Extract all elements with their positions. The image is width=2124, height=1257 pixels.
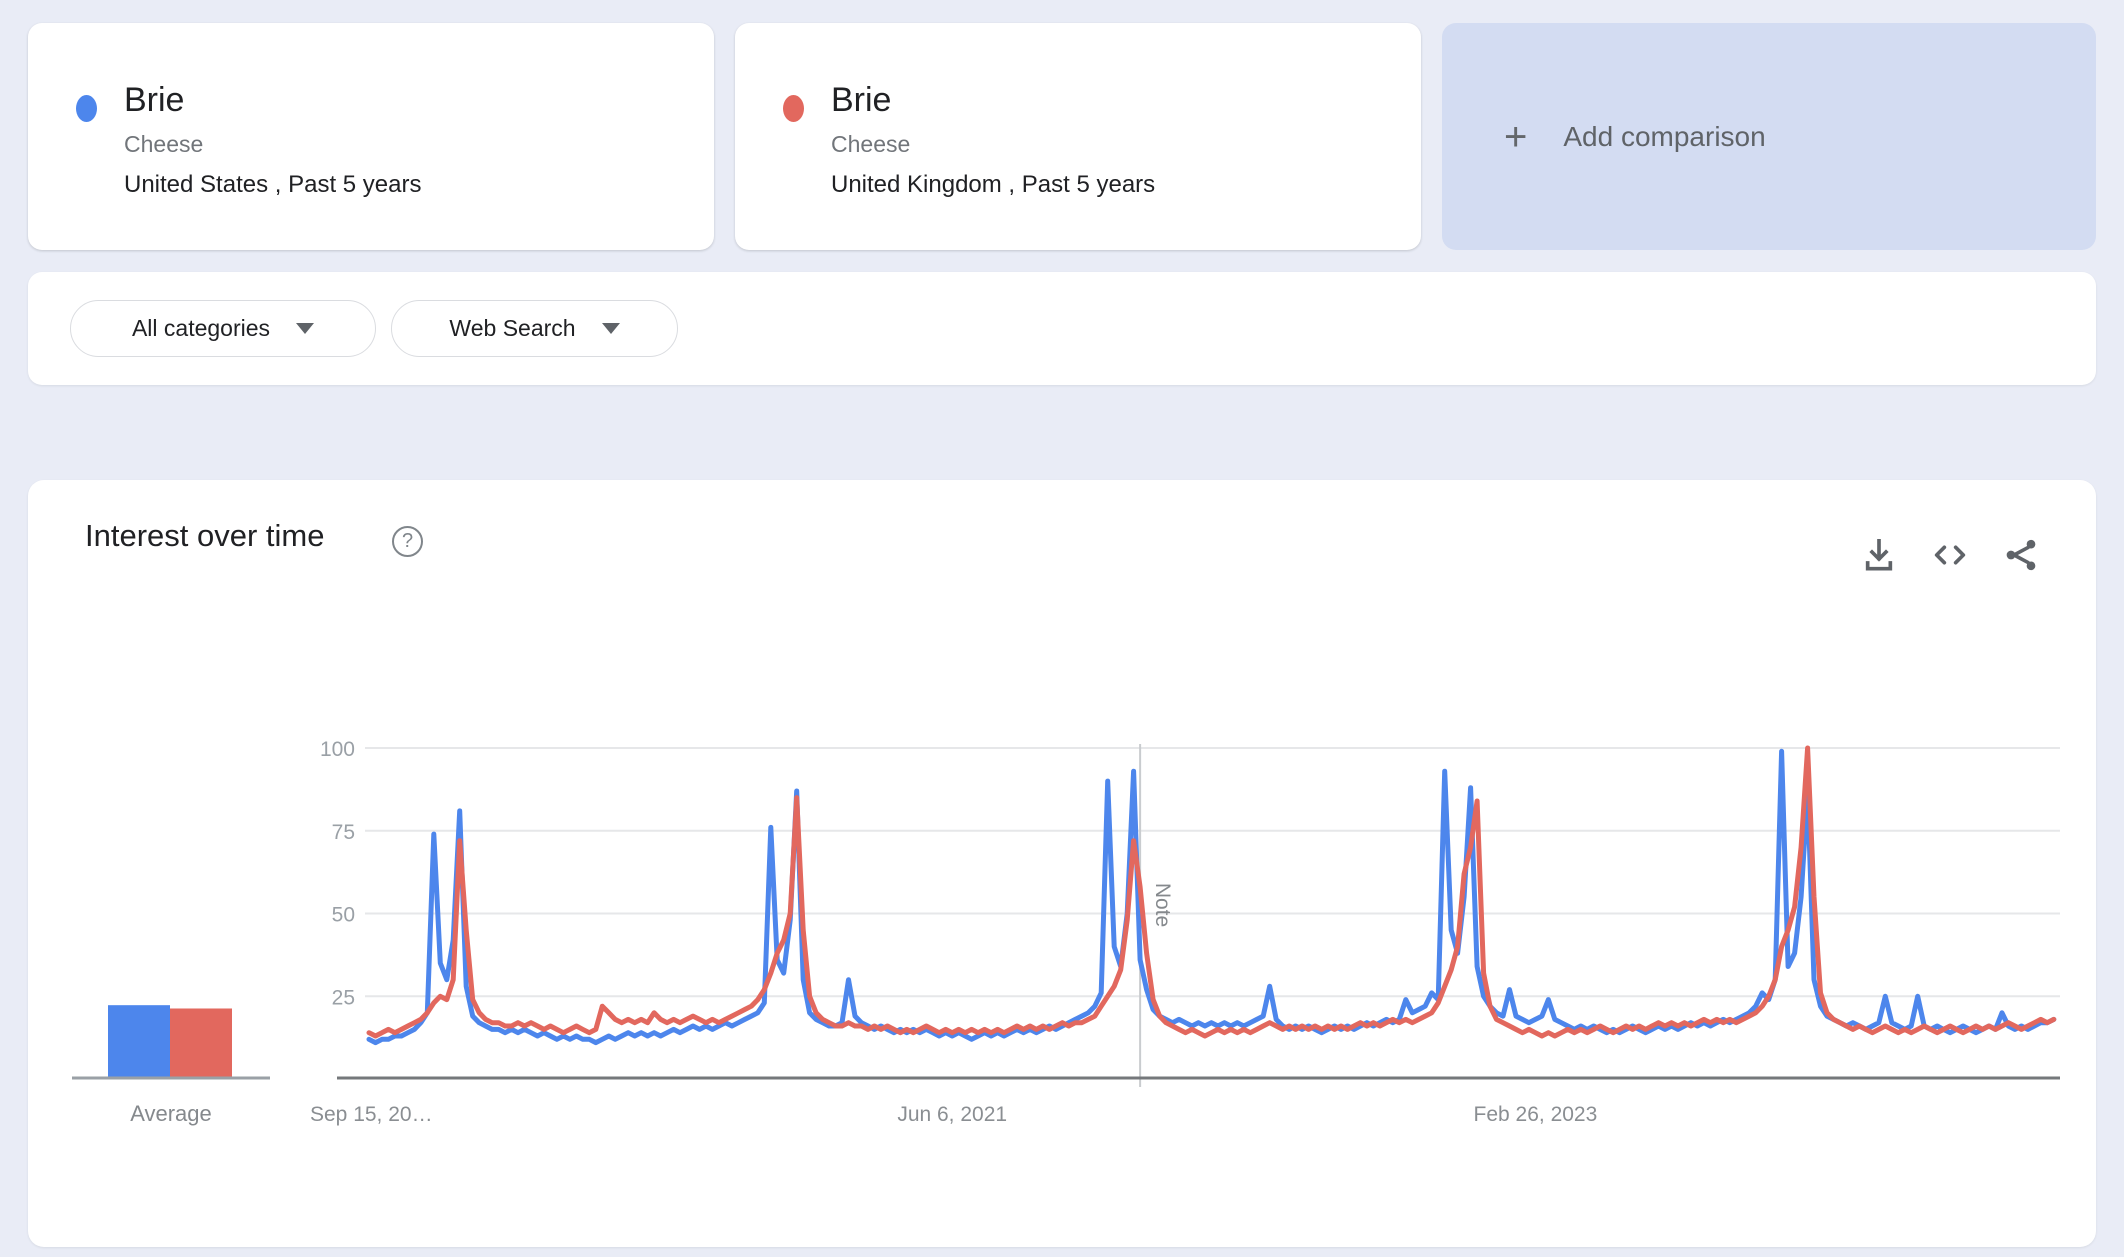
comparison-card-us[interactable]: Brie Cheese United States , Past 5 years [28,23,714,250]
search-type-dropdown-label: Web Search [449,315,576,341]
average-bar-1 [170,1008,232,1078]
term-keyword: Brie [831,81,892,119]
download-icon[interactable] [1857,533,1901,577]
dropdown-caret-icon [601,323,620,334]
x-tick-label: Feb 26, 2023 [1474,1103,1598,1126]
series-color-dot-us [76,95,97,122]
share-icon[interactable] [1999,533,2043,577]
add-comparison-label: Add comparison [1563,120,1766,152]
y-tick-label: 100 [320,738,355,761]
chart-svg[interactable]: 25 50 75 100 Note Average Sep 15, 20… Jun 6, 20… [28,480,2096,1247]
y-tick-label: 50 [332,904,355,927]
y-tick-label: 75 [332,821,355,844]
filter-bar: All categories Web Search [28,272,2096,385]
embed-icon[interactable] [1928,533,1972,577]
comparison-card-uk[interactable]: Brie Cheese United Kingdom , Past 5 year… [735,23,1421,250]
category-dropdown-label: All categories [131,315,271,341]
x-tick-label: Sep 15, 20… [310,1103,433,1126]
dropdown-caret-icon [296,323,315,334]
comparison-row: Brie Cheese United States , Past 5 years… [28,23,2096,250]
interest-over-time-card: Interest over time ? 25 50 75 100 Note Averag… [28,480,2096,1247]
help-icon[interactable]: ? [392,526,423,557]
x-tick-label: Jun 6, 2021 [897,1103,1007,1126]
average-label: Average [130,1101,212,1126]
chart-card-header: Interest over time ? [28,480,2096,600]
chart-title: Interest over time [85,518,325,553]
series-line-1[interactable] [366,745,2057,1039]
term-scope: United Kingdom , Past 5 years [831,170,1156,198]
average-bar-0 [108,1005,170,1078]
term-category: Cheese [124,130,204,157]
term-keyword: Brie [124,81,185,119]
y-tick-label: 25 [332,986,355,1009]
category-dropdown[interactable]: All categories [70,300,376,357]
plus-icon: + [1504,114,1528,159]
series-color-dot-uk [783,95,804,122]
term-scope: United States , Past 5 years [124,170,422,198]
term-category: Cheese [831,130,911,157]
add-comparison-button[interactable]: + Add comparison [1442,23,2096,250]
note-label: Note [1151,883,1174,927]
chart-plot-area[interactable] [365,738,2060,1079]
search-type-dropdown[interactable]: Web Search [391,300,678,357]
